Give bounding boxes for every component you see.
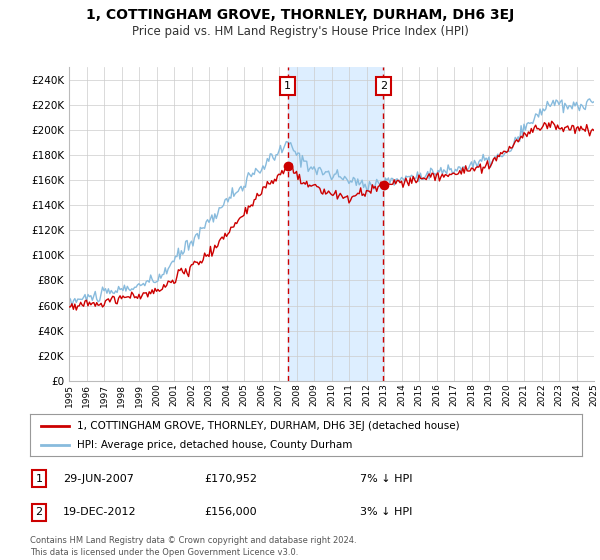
Text: 29-JUN-2007: 29-JUN-2007: [63, 474, 134, 484]
Text: 1, COTTINGHAM GROVE, THORNLEY, DURHAM, DH6 3EJ: 1, COTTINGHAM GROVE, THORNLEY, DURHAM, D…: [86, 8, 514, 22]
Text: 1, COTTINGHAM GROVE, THORNLEY, DURHAM, DH6 3EJ (detached house): 1, COTTINGHAM GROVE, THORNLEY, DURHAM, D…: [77, 421, 460, 431]
Text: 19-DEC-2012: 19-DEC-2012: [63, 507, 137, 517]
Text: 2: 2: [380, 81, 387, 91]
Text: Contains HM Land Registry data © Crown copyright and database right 2024.
This d: Contains HM Land Registry data © Crown c…: [30, 536, 356, 557]
Text: HPI: Average price, detached house, County Durham: HPI: Average price, detached house, Coun…: [77, 440, 352, 450]
Text: £156,000: £156,000: [204, 507, 257, 517]
Text: 1: 1: [35, 474, 43, 484]
Text: 3% ↓ HPI: 3% ↓ HPI: [360, 507, 412, 517]
Text: 2: 2: [35, 507, 43, 517]
Text: 7% ↓ HPI: 7% ↓ HPI: [360, 474, 413, 484]
Text: Price paid vs. HM Land Registry's House Price Index (HPI): Price paid vs. HM Land Registry's House …: [131, 25, 469, 38]
Bar: [287, 67, 383, 381]
Text: 1: 1: [284, 81, 291, 91]
Text: £170,952: £170,952: [204, 474, 257, 484]
